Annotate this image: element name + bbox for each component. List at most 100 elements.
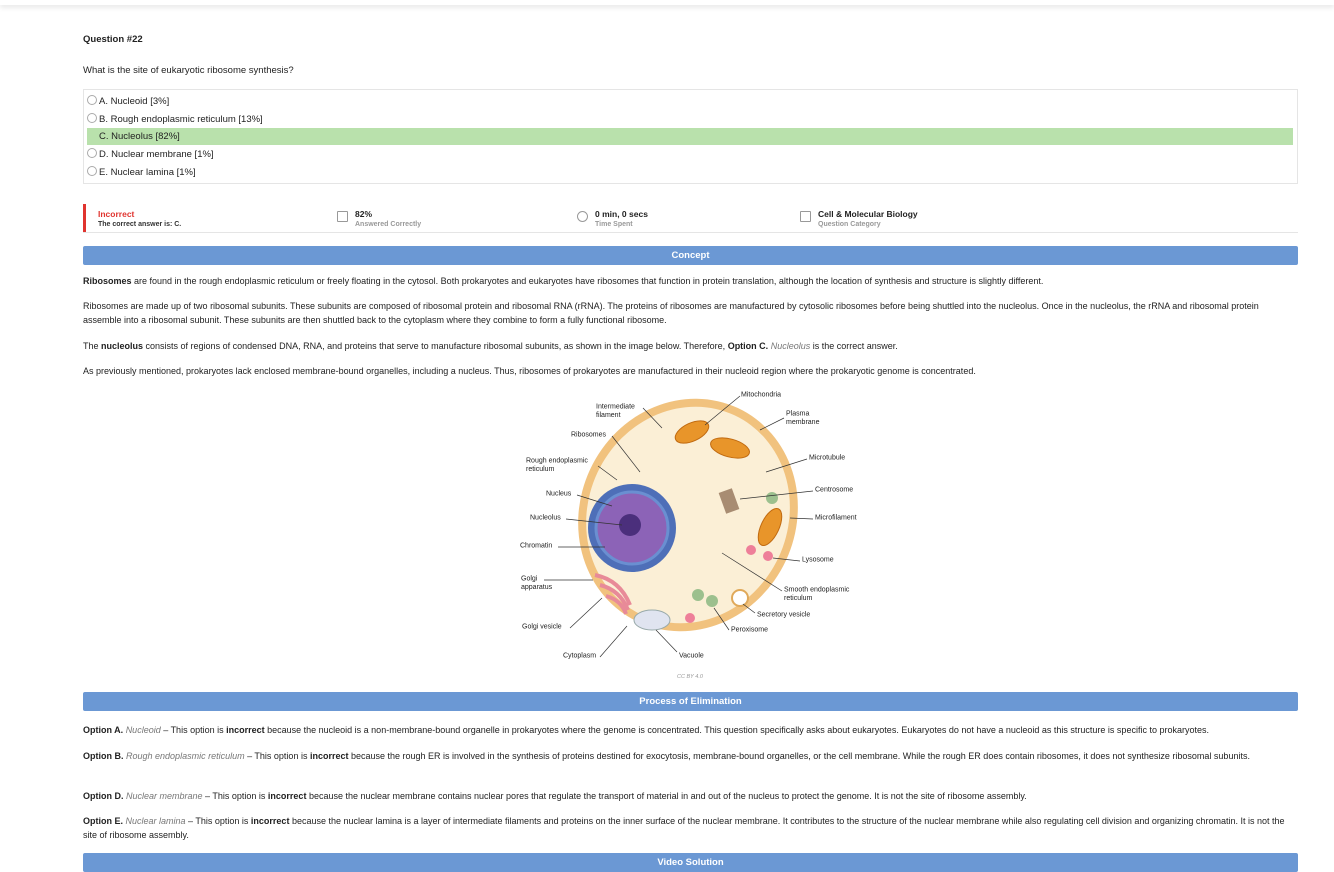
text: consists of regions of condensed DNA, RN… [143,341,728,351]
text-bold: incorrect [250,816,290,826]
leader-line [565,518,623,526]
diagram-label: Mitochondria [741,392,781,399]
option: E. Nuclear lamina [1%] [87,164,1293,181]
paragraph: Option B. Rough endoplasmic reticulum – … [83,749,1298,763]
diagram-label: reticulum [526,466,555,473]
diagram-label: Ribosomes [571,432,607,439]
section-header: Video Solution [83,853,1298,872]
option: D. Nuclear membrane [1%] [87,146,1293,163]
option-text: D. Nuclear membrane [1%] [99,149,214,161]
top-bar [0,0,1334,5]
paragraph: As previously mentioned, prokaryotes lac… [83,364,1298,378]
diagram-label: Golgi vesicle [522,624,562,631]
paragraph: Option D. Nuclear membrane – This option… [83,789,1298,803]
option-text: E. Nuclear lamina [1%] [99,166,196,178]
stat-label: Answered Correctly [355,221,422,228]
peroxisome [692,589,704,601]
stats-row: Incorrect The correct answer is: C. 82% Ans… [83,204,1298,233]
diagram-label: Microfilament [815,515,857,522]
diagram-label: Vacuole [679,653,704,660]
stat-icon [577,211,588,222]
text-italic: Nuclear membrane [126,791,203,801]
option: C. Nucleolus [82%] [87,128,1293,146]
text: because the rough ER is involved in the … [348,751,1250,761]
option-text: A. Nucleoid [3%] [99,96,170,107]
mitochondrion [674,420,710,444]
text-bold: nucleolus [101,341,144,351]
radio [87,148,97,159]
diagram-label: reticulum [784,595,813,602]
text: – This option is [244,751,310,761]
diagram-label: apparatus [521,584,553,591]
text-italic: Nucleoid [125,725,161,735]
stat-value: Incorrect [98,209,135,219]
diagram-label: Plasma [786,411,809,418]
leader-line [576,494,613,507]
diagram-label: Microtubule [809,455,845,462]
stat-label: Time Spent [595,221,633,228]
question-text: What is the site of eukaryotic ribosome … [83,65,294,76]
text-italic: Nucleolus [770,341,811,351]
text-italic: Nuclear lamina [125,816,186,826]
text: is the correct answer. [810,341,898,351]
stat-value: 82% [355,209,373,219]
lysosome [763,551,773,561]
text: are found in the rough endoplasmic retic… [131,276,1044,286]
vesicle [766,492,778,504]
leader-line [597,465,618,481]
leader-line [713,607,730,631]
text-bold: incorrect [309,751,349,761]
diagram-label: Secretory vesicle [757,612,810,619]
leader-line [704,395,741,426]
stat-value: 0 min, 0 secs [595,209,648,219]
text-bold: Option B. [83,751,124,761]
stat-icon [800,211,811,222]
leader-line [642,407,663,429]
diagram-label: Intermediate [596,404,635,411]
mitochondrion [757,507,783,547]
leader-line [655,629,678,653]
options: A. Nucleoid [3%] B. Rough endoplasmic ret… [83,89,1298,184]
diagram-label: Smooth endoplasmic [784,587,850,594]
text-bold: Option A. [83,725,124,735]
radio [87,112,97,123]
lysosome [685,613,695,623]
text: As previously mentioned, prokaryotes lac… [83,366,976,376]
diagram-label: filament [596,412,621,419]
text: – This option is [160,725,227,735]
paragraph: Ribosomes are found in the rough endopla… [83,274,1298,288]
text: because the nuclear lamina is a layer of… [83,816,1285,840]
leader-line [611,435,641,473]
diagram-label: Chromatin [520,543,552,550]
golgi [594,573,632,615]
paragraph: Option E. Nuclear lamina – This option i… [83,814,1298,842]
mitochondrion [710,437,750,459]
text: Ribosomes are made up of two ribosomal s… [83,301,1259,325]
stat-label: Question Category [818,221,881,228]
diagram-label: Rough endoplasmic [526,458,588,465]
diagram-label: membrane [786,419,820,426]
option: A. Nucleoid [3%] [87,93,1293,110]
leader-line [721,552,783,592]
centrosome [718,488,740,514]
diagram-label: Golgi [521,576,538,583]
paragraph: The nucleolus consists of regions of con… [83,339,1298,353]
status-bar [83,204,86,232]
option: B. Rough endoplasmic reticulum [13%] [87,111,1293,128]
diagram-label: Cytoplasm [563,653,596,660]
text: because the nucleoid is a non-membrane-b… [264,725,1209,735]
leader-line [742,603,756,614]
paragraph: Ribosomes are made up of two ribosomal s… [83,299,1298,327]
option-text: B. Rough endoplasmic reticulum [13%] [99,113,263,125]
leader-line [759,417,785,431]
text-bold: Ribosomes [83,276,132,286]
text-bold: Option C. [727,341,769,351]
text: The [83,341,102,351]
text-italic: Rough endoplasmic reticulum [126,751,245,761]
text-bold: incorrect [226,725,265,735]
text-bold: Option E. [83,816,123,826]
section-header: Process of Elimination [83,692,1298,711]
vacuole [633,609,671,631]
